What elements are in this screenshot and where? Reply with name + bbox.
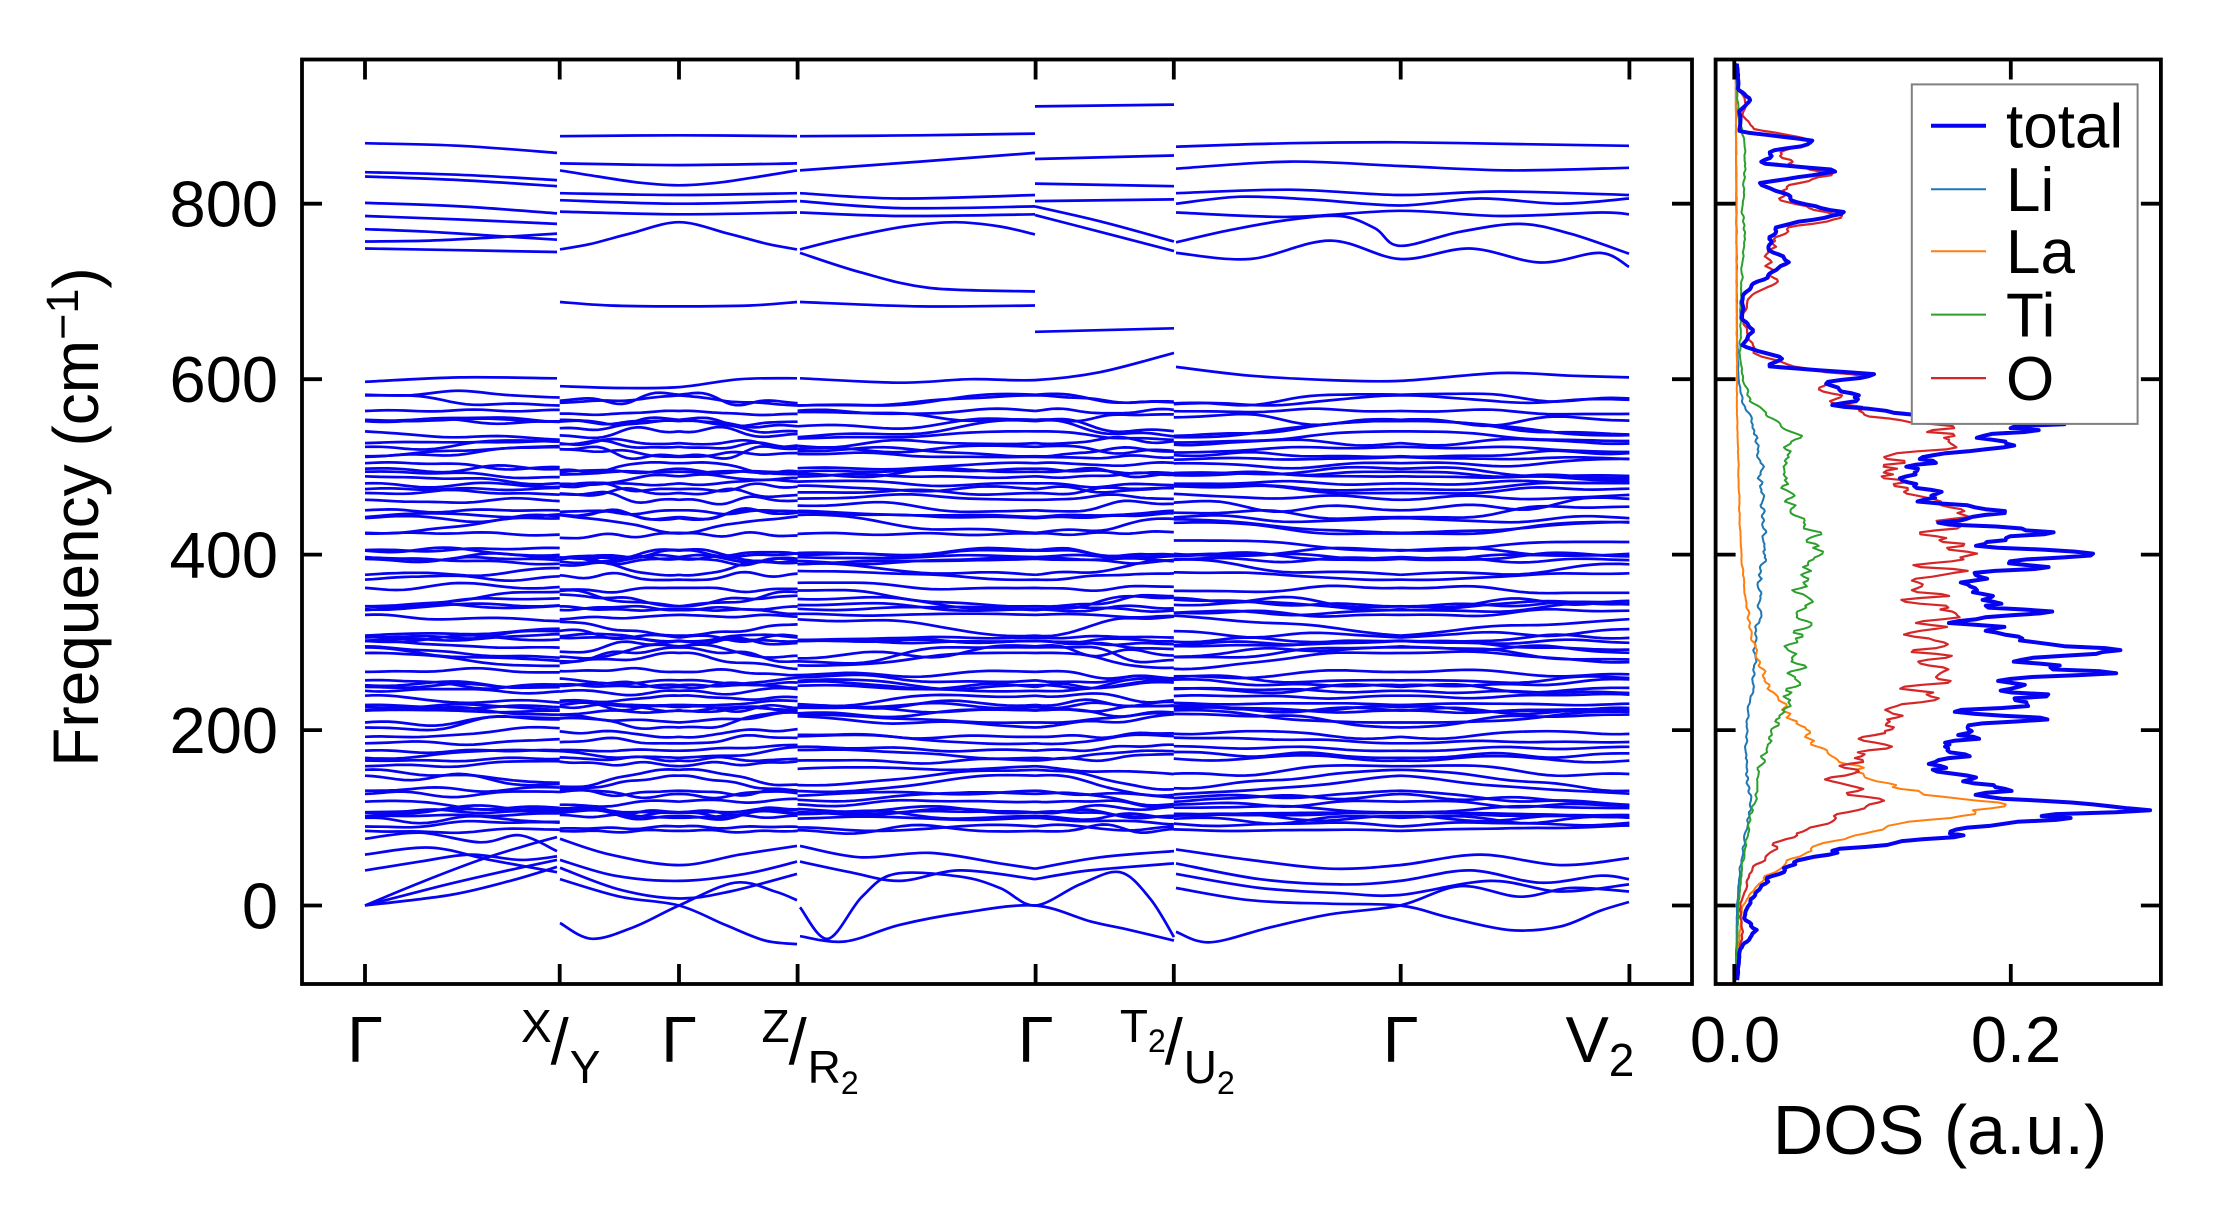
svg-text:La: La (2006, 218, 2075, 287)
svg-text:200: 200 (170, 694, 278, 767)
svg-text:Γ: Γ (661, 1003, 697, 1076)
svg-text:Frequency (cm−1): Frequency (cm−1) (37, 267, 112, 766)
svg-text:0.0: 0.0 (1690, 1003, 1780, 1076)
svg-text:0: 0 (242, 870, 278, 943)
svg-text:400: 400 (170, 519, 278, 592)
svg-text:Y: Y (570, 1041, 601, 1093)
svg-text:Li: Li (2006, 156, 2054, 225)
svg-text:O: O (2006, 345, 2054, 414)
svg-text:Γ: Γ (1383, 1003, 1419, 1076)
svg-text:total: total (2006, 93, 2123, 162)
svg-text:/: / (1165, 1005, 1184, 1078)
svg-text:U2: U2 (1184, 1041, 1235, 1101)
svg-text:X: X (521, 1000, 552, 1052)
svg-text:0.2: 0.2 (1971, 1003, 2061, 1076)
svg-text:/: / (551, 1005, 570, 1078)
svg-text:Γ: Γ (347, 1003, 383, 1076)
svg-text:Γ: Γ (1018, 1003, 1054, 1076)
svg-text:Z: Z (761, 1000, 789, 1052)
svg-text:600: 600 (170, 343, 278, 416)
svg-text:Ti: Ti (2006, 282, 2055, 351)
svg-text:DOS (a.u.): DOS (a.u.) (1773, 1091, 2108, 1169)
svg-text:/: / (789, 1005, 808, 1078)
svg-text:800: 800 (170, 168, 278, 241)
